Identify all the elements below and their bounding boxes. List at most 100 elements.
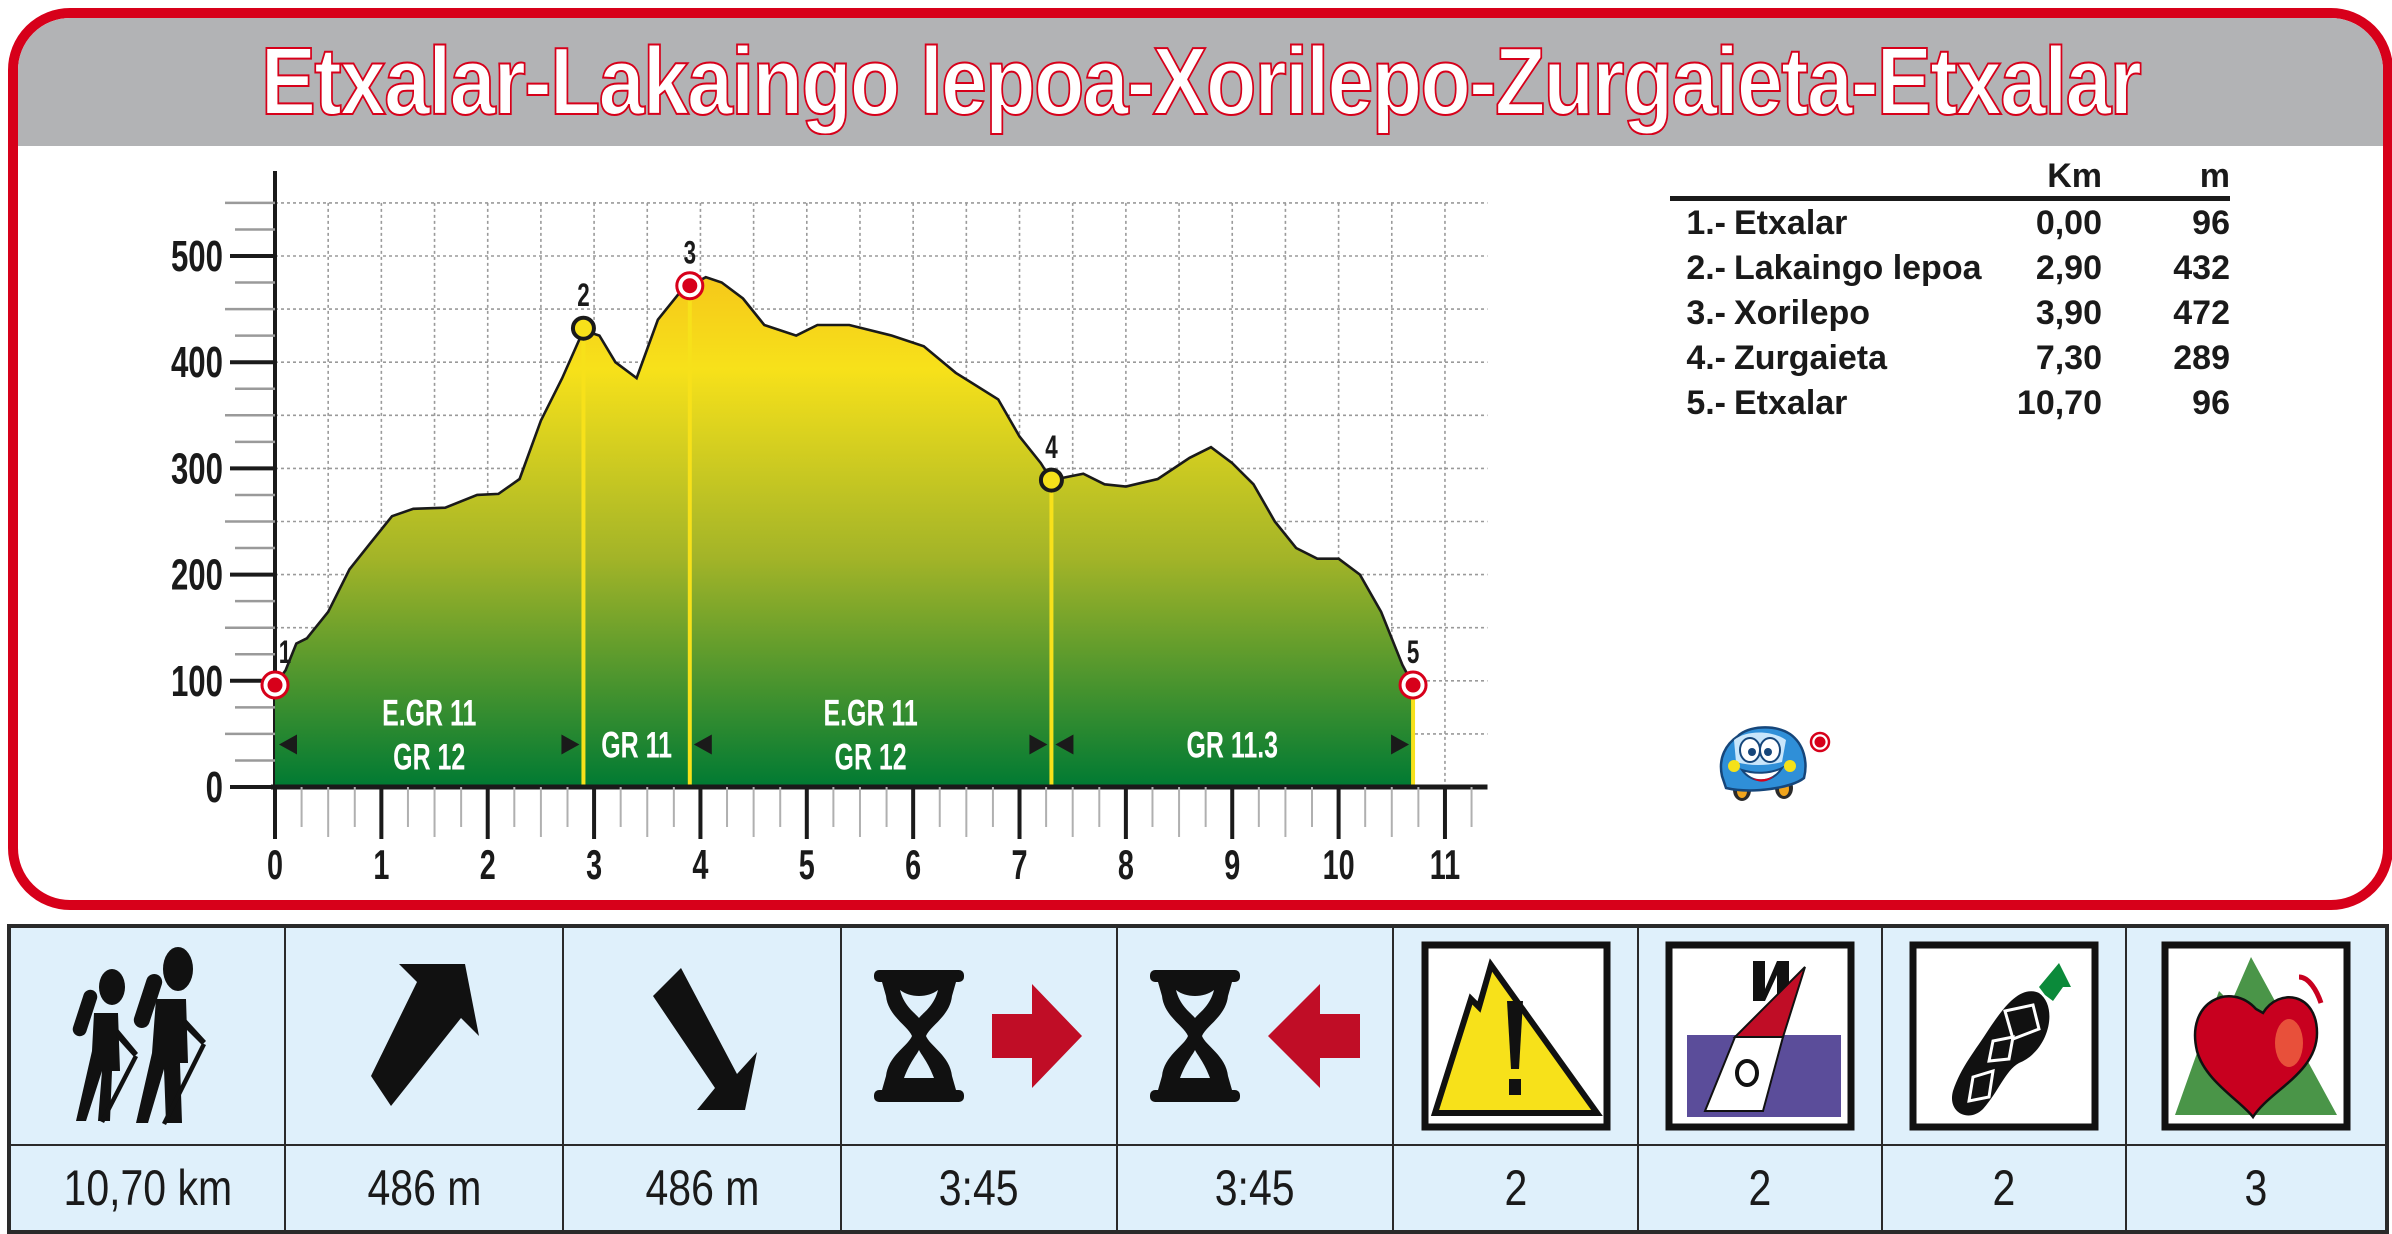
segment-label: GR 11.3: [1186, 724, 1278, 765]
orientation-value-cell: 2: [1639, 1146, 1883, 1230]
waypoint-marker-circle-icon: [570, 315, 596, 341]
y-tick-label: 500: [171, 232, 223, 282]
info-cell-ascent-icon: [286, 928, 564, 1146]
x-tick-label: 3: [586, 841, 602, 889]
effort-heart-icon: [2161, 941, 2351, 1131]
ascent-value: 486 m: [367, 1160, 481, 1216]
info-cell-orientation-icon: [1639, 928, 1883, 1146]
terrain-boot-icon: [1909, 941, 2099, 1131]
y-axis: 0 100 200 300 400 500: [171, 171, 277, 813]
route-title: Etxalar-Lakaingo lepoa-Xorilepo-Zurgaiet…: [260, 27, 2143, 136]
descent-arrow-icon: [653, 968, 757, 1110]
y-tick-label: 400: [171, 338, 223, 388]
waypoint-km: 3,90: [2035, 294, 2102, 332]
distance-value: 10,70 km: [63, 1160, 232, 1216]
waypoint-km: 10,70: [2016, 384, 2102, 422]
waypoint-number: 5.-: [1686, 384, 1726, 422]
title-bar: Etxalar-Lakaingo lepoa-Xorilepo-Zurgaiet…: [18, 18, 2383, 146]
waypoint-km: 0,00: [2035, 204, 2102, 242]
waypoint-row: 5.- Etxalar 10,70 96: [1670, 381, 2230, 426]
hourglass-forward-icon: [874, 970, 1082, 1102]
waypoint-elevation: 472: [2173, 294, 2230, 332]
elevation-area: [275, 277, 1414, 787]
waypoint-marker-label: 4: [1045, 429, 1058, 465]
time-return-value-cell: 3:45: [1118, 1146, 1394, 1230]
distance-value-cell: 10,70 km: [11, 1146, 286, 1230]
terrain-value-cell: 2: [1883, 1146, 2127, 1230]
x-tick-label: 8: [1118, 841, 1134, 889]
waypoint-km: 2,90: [2035, 249, 2102, 287]
waypoints-table: Km m 1.- Etxalar 0,00 96 2.- Lakaingo le…: [1670, 150, 2230, 426]
waypoint-row: 3.- Xorilepo 3,90 472: [1670, 291, 2230, 336]
descent-value: 486 m: [645, 1160, 759, 1216]
info-cell-effort-icon: [2127, 928, 2385, 1146]
waypoint-name: Etxalar: [1734, 204, 1848, 242]
segment-label: GR 11: [601, 724, 672, 765]
waypoint-marker-dot: [1405, 677, 1421, 693]
segment-start-arrow-icon: [693, 734, 712, 755]
time-return-value: 3:45: [1215, 1160, 1295, 1216]
hikers-icon: [72, 947, 206, 1125]
info-cell-distance-icon: [11, 928, 286, 1146]
x-tick-label: 1: [373, 841, 389, 889]
waypoint-marker-label: 5: [1407, 634, 1419, 670]
y-tick-label: 300: [171, 444, 223, 494]
x-axis: 0 1 2 3 4 5 6 7 8 9 10 11: [267, 784, 1488, 889]
waypoint-name: Zurgaieta: [1734, 339, 1888, 377]
segment-end-arrow-icon: [1391, 734, 1410, 755]
info-cell-time-forward-icon: [842, 928, 1118, 1146]
waypoint-row: 1.- Etxalar 0,00 96: [1670, 201, 2230, 246]
segment-label: E.GR 11: [382, 693, 476, 734]
waypoint-km: 7,30: [2035, 339, 2102, 377]
elevation-profile-line: [273, 275, 1415, 686]
waypoints-header: Km m: [1670, 150, 2230, 201]
waypoint-name: Xorilepo: [1734, 294, 1871, 332]
y-tick-label: 200: [171, 550, 223, 600]
waypoint-marker-label: 2: [577, 277, 589, 313]
segment-label: GR 12: [835, 737, 907, 778]
x-tick-label: 7: [1012, 841, 1028, 889]
route-info-bar: 10,70 km 486 m 486 m 3:45 3:45 2 2 2 3: [7, 924, 2389, 1234]
car-access-icon: [1719, 726, 1831, 801]
waypoint-row: 4.- Zurgaieta 7,30 289: [1670, 336, 2230, 381]
waypoint-number: 4.-: [1686, 339, 1726, 377]
waypoint-marker-label: 3: [684, 235, 696, 271]
descent-value-cell: 486 m: [564, 1146, 842, 1230]
effort-value-cell: 3: [2127, 1146, 2385, 1230]
segment-start-arrow-icon: [279, 734, 297, 755]
waypoint-marker-circle-icon: [1038, 467, 1064, 493]
y-tick-label: 100: [171, 657, 223, 707]
waypoint-number: 3.-: [1686, 294, 1726, 332]
m-header: m: [2199, 157, 2230, 195]
segment-label: GR 12: [393, 737, 465, 778]
danger-warning-icon: [1421, 941, 1610, 1131]
waypoint-marker-dot: [267, 677, 283, 693]
segment-label: E.GR 11: [823, 693, 917, 734]
waypoint-marker-label: 1: [279, 634, 291, 670]
waypoint-number: 2.-: [1686, 249, 1726, 287]
y-tick-label: 0: [206, 763, 223, 813]
orientation-compass-icon: [1665, 941, 1855, 1131]
info-cell-time-return-icon: [1118, 928, 1394, 1146]
waypoint-markers: 1 2 3 4 5: [260, 235, 1428, 700]
x-tick-label: 0: [267, 841, 283, 889]
danger-value: 2: [1504, 1160, 1527, 1216]
waypoint-elevation: 96: [2192, 384, 2230, 422]
effort-value: 3: [2244, 1160, 2268, 1216]
terrain-value: 2: [1992, 1160, 2016, 1216]
danger-value-cell: 2: [1394, 1146, 1639, 1230]
x-tick-label: 5: [799, 841, 815, 889]
time-forward-value: 3:45: [939, 1160, 1019, 1216]
info-cell-descent-icon: [564, 928, 842, 1146]
x-tick-label: 2: [480, 841, 496, 889]
waypoint-name: Etxalar: [1734, 384, 1848, 422]
waypoint-marker-dot: [682, 278, 698, 294]
waypoint-row: 2.- Lakaingo lepoa 2,90 432: [1670, 246, 2230, 291]
x-tick-label: 4: [692, 841, 708, 889]
x-tick-label: 10: [1323, 841, 1355, 889]
ascent-value-cell: 486 m: [286, 1146, 564, 1230]
x-tick-label: 6: [905, 841, 921, 889]
info-cell-danger-icon: [1394, 928, 1639, 1146]
